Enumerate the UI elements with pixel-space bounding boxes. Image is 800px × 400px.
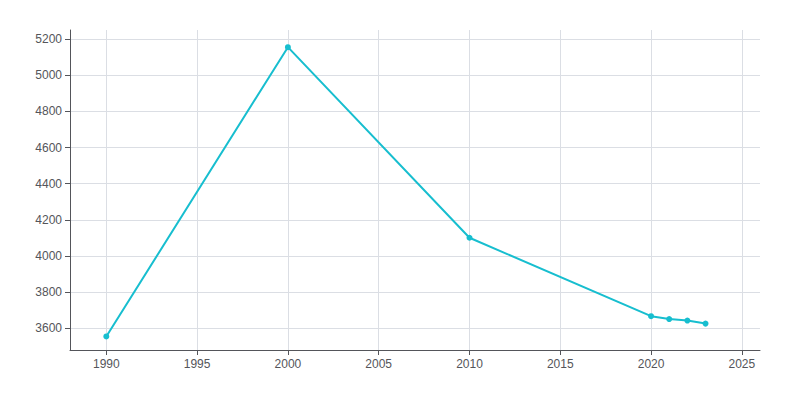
svg-text:4000: 4000 xyxy=(35,249,62,263)
svg-text:2000: 2000 xyxy=(275,357,302,371)
svg-text:2010: 2010 xyxy=(456,357,483,371)
svg-text:5000: 5000 xyxy=(35,68,62,82)
svg-text:4800: 4800 xyxy=(35,104,62,118)
svg-text:4400: 4400 xyxy=(35,177,62,191)
svg-text:1990: 1990 xyxy=(93,357,120,371)
svg-text:2005: 2005 xyxy=(365,357,392,371)
svg-text:2020: 2020 xyxy=(638,357,665,371)
svg-text:5200: 5200 xyxy=(35,32,62,46)
svg-text:1995: 1995 xyxy=(184,357,211,371)
svg-text:3600: 3600 xyxy=(35,321,62,335)
svg-text:4600: 4600 xyxy=(35,141,62,155)
svg-text:2025: 2025 xyxy=(728,357,755,371)
svg-text:2015: 2015 xyxy=(547,357,574,371)
svg-text:3800: 3800 xyxy=(35,285,62,299)
svg-text:4200: 4200 xyxy=(35,213,62,227)
